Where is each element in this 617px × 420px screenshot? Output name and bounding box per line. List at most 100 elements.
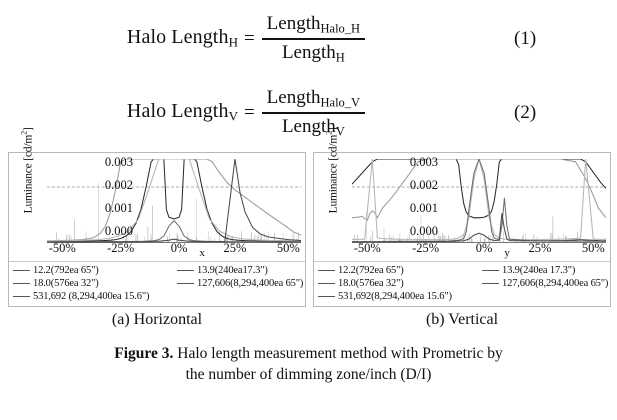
legend-line-icon [13, 270, 30, 271]
x-axis-name-h: x [199, 247, 205, 259]
figure-caption-line1: Halo length measurement method with Prom… [173, 345, 503, 362]
legend-item: 531,692(8,294,400ea 15.6") [318, 290, 610, 303]
y-axis-label-horizontal: Luminance [cd/m2] [20, 122, 35, 218]
y-tick-0003-v: 0.003 [409, 155, 438, 169]
legend-label: 531,692 (8,294,400ea 15.6") [33, 291, 150, 302]
x-tick-50-v: 50% [581, 241, 605, 255]
legend-item: 531,692 (8,294,400ea 15.6") [13, 290, 305, 303]
equation-1-denominator: LengthH [277, 41, 350, 66]
y-axis-label-vertical: Luminance [cd/m2] [325, 122, 340, 218]
x-axis-vertical: -50% -25% 0% 25% 50% y [352, 241, 606, 261]
equation-1-numerator-subscript: Halo_H [320, 21, 361, 36]
legend-item: 12.2(792ea 65") [318, 264, 466, 277]
y-axis-label-tail-v: ] [327, 127, 340, 132]
subcaption-horizontal: (a) Horizontal [111, 311, 203, 328]
y-tick-0002-h: 0.002 [104, 178, 133, 192]
equation-1-body: Halo LengthH = LengthHalo_H LengthH [0, 12, 492, 66]
equation-1-numerator: LengthHalo_H [262, 12, 365, 37]
equation-1-fraction-bar [261, 37, 366, 40]
equation-1-numerator-main: Length [266, 13, 321, 34]
x-tick-50-h: 50% [276, 241, 300, 255]
chart-panel-horizontal: Luminance [cd/m2] 0.003 0.002 0.001 0.00… [8, 127, 306, 307]
equation-2-denominator-subscript: V [335, 124, 345, 139]
x-axis-name-v: y [504, 247, 510, 259]
y-tick-0000-h: 0.000 [104, 224, 133, 238]
equation-1: Halo LengthH = LengthHalo_H LengthH (1) [0, 12, 617, 66]
equation-2-numerator-subscript: Halo_V [320, 95, 361, 110]
x-axis-horizontal: -50% -25% 0% 25% 50% x [47, 241, 301, 261]
x-tick-25-v: 25% [528, 241, 552, 255]
chart-panel-vertical: Luminance [cd/m2] 0.003 0.002 0.001 0.00… [313, 127, 611, 307]
legend-item: 18.0(576ea 32") [318, 277, 466, 290]
legend-line-icon [13, 296, 30, 297]
subcaption-vertical: (b) Vertical [425, 311, 499, 328]
equation-1-denominator-subscript: H [335, 50, 345, 65]
equation-2-fraction-bar [261, 111, 366, 114]
y-axis-label-text-v: Luminance [cd/m [327, 134, 340, 214]
x-tick-minus25-v: -25% [412, 241, 440, 255]
equation-2: Halo LengthV = LengthHalo_V LengthV (2) [0, 86, 617, 140]
equation-2-fraction: LengthHalo_V LengthV [261, 86, 366, 140]
legend-line-icon [177, 283, 194, 284]
legend-label: 127,606(8,294,400ea 65") [502, 278, 609, 289]
x-tick-25-h: 25% [223, 241, 247, 255]
legend-line-icon [482, 270, 499, 271]
x-tick-zero-h: 0% [170, 241, 188, 255]
x-tick-zero-v: 0% [475, 241, 493, 255]
y-tick-0002-v: 0.002 [409, 178, 438, 192]
legend-item: 12.2(792ea 65") [13, 264, 161, 277]
equation-2-body: Halo LengthV = LengthHalo_V LengthV [0, 86, 492, 140]
y-axis-label-text-h: Luminance [cd/m [22, 134, 35, 214]
equation-1-lhs-main: Halo Length [126, 26, 229, 49]
figure-panels: Luminance [cd/m2] 0.003 0.002 0.001 0.00… [0, 127, 617, 309]
y-axis-label-sup-v: 2 [324, 131, 334, 135]
equation-1-number: (1) [514, 27, 537, 49]
y-axis-label-sup-h: 2 [19, 131, 29, 135]
legend-grid-horizontal: 12.2(792ea 65") 13.9(240ea17.3") 18.0(57… [13, 264, 305, 303]
legend-label: 127,606(8,294,400ea 65") [197, 278, 304, 289]
y-axis-label-tail-h: ] [22, 127, 35, 132]
legend-horizontal: 12.2(792ea 65") 13.9(240ea17.3") 18.0(57… [9, 261, 305, 306]
equation-2-equals-sign: = [243, 101, 255, 123]
x-tick-minus50-h: -50% [48, 241, 76, 255]
equation-2-number: (2) [514, 101, 537, 123]
legend-item: 127,606(8,294,400ea 65") [163, 277, 305, 290]
legend-label: 12.2(792ea 65") [33, 265, 99, 276]
equation-2-lhs: Halo LengthV [127, 100, 238, 125]
legend-line-icon [318, 270, 335, 271]
legend-line-icon [318, 296, 335, 297]
equation-1-lhs-subscript: H [228, 35, 238, 51]
equation-2-lhs-main: Halo Length [126, 100, 229, 123]
plot-horizontal [47, 159, 301, 243]
legend-item: 18.0(576ea 32") [13, 277, 161, 290]
subcaptions: (a) Horizontal (b) Vertical [0, 311, 617, 337]
equation-1-denominator-main: Length [281, 41, 336, 63]
figure-caption-line2: the number of dimming zone/inch (D/I) [185, 365, 432, 383]
equation-2-denominator: LengthV [277, 115, 350, 140]
legend-grid-vertical: 12.2(792ea 65") 13.9(240ea 17.3") 18.0(5… [318, 264, 610, 303]
legend-label: 13.9(240ea 17.3") [502, 265, 576, 276]
figure-caption: Figure 3. Halo length measurement method… [38, 344, 579, 386]
legend-line-icon [13, 283, 30, 284]
x-tick-minus50-v: -50% [353, 241, 381, 255]
equation-2-denominator-main: Length [281, 115, 336, 137]
legend-item: 13.9(240ea17.3") [163, 264, 305, 277]
legend-label: 12.2(792ea 65") [338, 265, 404, 276]
legend-line-icon [177, 270, 194, 271]
equation-1-lhs: Halo LengthH [127, 26, 238, 51]
equation-1-fraction: LengthHalo_H LengthH [261, 12, 366, 66]
legend-label: 18.0(576ea 32") [33, 278, 99, 289]
plot-vertical [352, 159, 606, 243]
equation-2-numerator: LengthHalo_V [262, 86, 365, 111]
legend-label: 531,692(8,294,400ea 15.6") [338, 291, 452, 302]
chart-area-vertical: Luminance [cd/m2] 0.003 0.002 0.001 0.00… [314, 127, 610, 261]
equation-2-numerator-main: Length [266, 87, 321, 108]
chart-area-horizontal: Luminance [cd/m2] 0.003 0.002 0.001 0.00… [9, 127, 305, 261]
y-tick-0003-h: 0.003 [104, 155, 133, 169]
legend-item: 13.9(240ea 17.3") [468, 264, 610, 277]
legend-label: 13.9(240ea17.3") [197, 265, 268, 276]
y-tick-0001-h: 0.001 [104, 201, 133, 215]
figure-caption-prefix: Figure 3. [114, 345, 174, 362]
x-tick-minus25-h: -25% [107, 241, 135, 255]
legend-item: 127,606(8,294,400ea 65") [468, 277, 610, 290]
